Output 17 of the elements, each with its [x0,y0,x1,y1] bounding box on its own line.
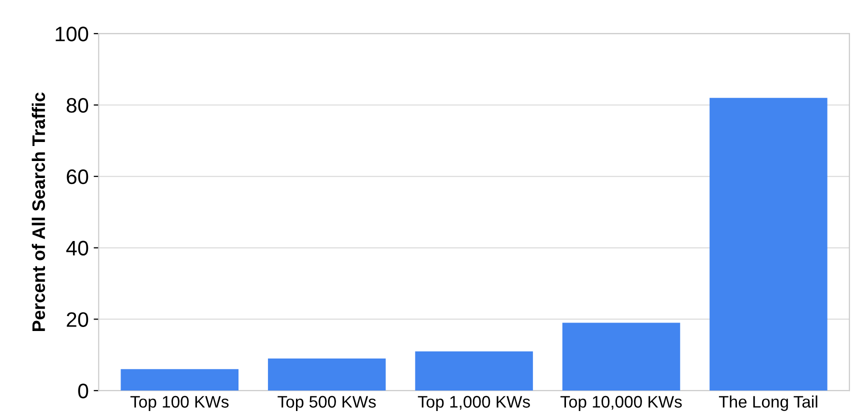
y-tick-label: 100 [56,26,88,42]
y-tick-label: 20 [66,312,88,327]
bar [415,351,533,391]
y-tick-label: 0 [78,384,88,398]
y-tick-label: 40 [66,240,88,256]
y-tick-label: 80 [66,98,88,113]
x-tick-label: Top 500 KWs [278,396,376,411]
bar [268,358,386,391]
bar [710,98,828,391]
x-tick-label: Top 10,000 KWs [560,396,682,411]
bar [120,369,239,391]
bar [562,322,680,391]
x-tick-label: Top 100 KWs [130,396,229,411]
x-tick-label: The Long Tail [718,395,818,411]
y-tick-label: 60 [66,169,88,184]
y-axis-title: Percent of All Search Traffic [32,92,46,331]
x-tick-label: Top 1,000 KWs [418,396,530,411]
